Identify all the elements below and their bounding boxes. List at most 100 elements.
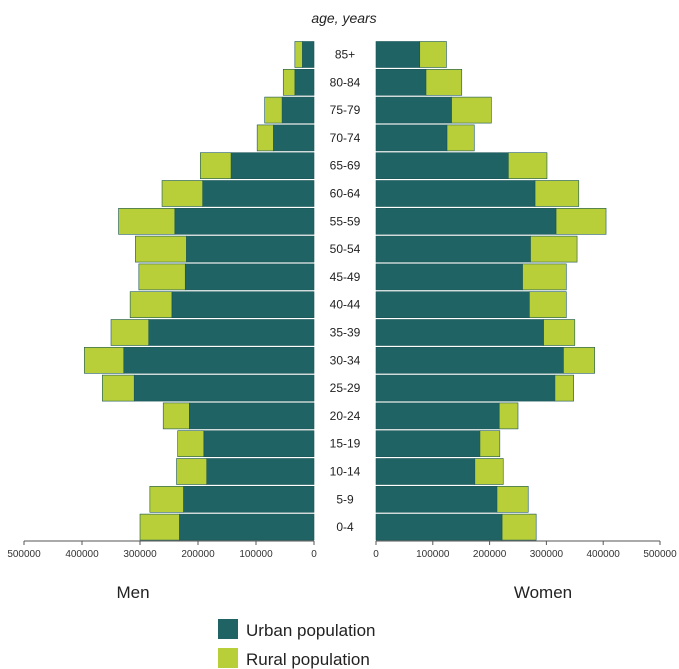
- men-label: Men: [116, 583, 149, 602]
- bar-women-rural-35-39: [543, 319, 576, 346]
- age-label-5-9: 5-9: [336, 492, 354, 506]
- age-label-15-19: 15-19: [330, 437, 361, 451]
- bar-men-urban-30-34: [123, 346, 315, 374]
- bar-women-urban-30-34: [375, 346, 564, 374]
- bar-women-rural-0-4: [501, 513, 537, 541]
- women-x-tick-label-0: 0: [373, 549, 379, 560]
- women-x-tick-label-5: 500000: [643, 549, 677, 560]
- bar-men-urban-0-4: [179, 513, 315, 541]
- women-x-tick-label-3: 300000: [530, 549, 564, 560]
- bar-women-urban-80-84: [375, 69, 427, 96]
- women-label: Women: [514, 583, 572, 602]
- bar-men-rural-25-29: [102, 374, 135, 402]
- bar-women-rural-10-14: [474, 458, 504, 485]
- age-label-10-14: 10-14: [330, 465, 361, 479]
- age-label-0-4: 0-4: [336, 520, 354, 534]
- bar-women-rural-40-44: [529, 291, 567, 319]
- bar-women-urban-5-9: [375, 485, 498, 513]
- bar-women-urban-75-79: [375, 96, 452, 124]
- bar-men-rural-0-4: [139, 513, 180, 541]
- men-x-tick-label-3: 200000: [181, 549, 215, 560]
- bar-women-urban-10-14: [375, 458, 476, 485]
- age-label-30-34: 30-34: [330, 353, 361, 367]
- age-label-45-49: 45-49: [330, 270, 361, 284]
- bar-men-rural-20-24: [162, 402, 190, 430]
- women-x-ticks-group: 0 100000 200000 300000 400000 500000: [373, 541, 677, 560]
- legend-label-rural: Rural population: [246, 650, 370, 669]
- bar-women-urban-35-39: [375, 319, 544, 346]
- bar-women-rural-70-74: [446, 124, 475, 152]
- bar-men-rural-5-9: [149, 485, 184, 513]
- bar-women-urban-55-59: [375, 208, 557, 235]
- age-label-20-24: 20-24: [330, 409, 361, 423]
- bar-men-urban-15-19: [203, 430, 315, 458]
- bar-men-urban-20-24: [189, 402, 315, 430]
- bar-men-urban-85plus: [302, 41, 315, 68]
- bar-women-rural-80-84: [425, 69, 463, 96]
- bar-men-rural-30-34: [84, 346, 125, 374]
- bar-men-rural-50-54: [135, 235, 187, 263]
- legend-swatch-urban: [218, 619, 238, 639]
- age-label-65-69: 65-69: [330, 159, 361, 173]
- age-label-25-29: 25-29: [330, 381, 361, 395]
- bar-women-urban-60-64: [375, 180, 536, 207]
- men-x-ticks-group: 500000 400000 300000 200000 100000 0: [7, 541, 317, 560]
- men-x-tick-label-2: 300000: [123, 549, 157, 560]
- bar-men-rural-35-39: [110, 319, 150, 346]
- bar-women-rural-25-29: [554, 374, 574, 402]
- bar-men-urban-55-59: [174, 208, 315, 235]
- bar-men-rural-40-44: [129, 291, 173, 319]
- bar-men-urban-45-49: [184, 263, 315, 291]
- bar-women-urban-85plus: [375, 41, 421, 68]
- women-x-tick-label-2: 200000: [473, 549, 507, 560]
- bar-women-rural-85plus: [419, 41, 447, 68]
- bar-women-rural-5-9: [496, 485, 529, 513]
- bar-women-rural-20-24: [498, 402, 519, 430]
- age-label-70-74: 70-74: [330, 131, 361, 145]
- bar-men-urban-40-44: [171, 291, 315, 319]
- bar-men-rural-85plus: [294, 41, 303, 68]
- bar-women-urban-0-4: [375, 513, 503, 541]
- bar-men-urban-60-64: [202, 180, 315, 207]
- bar-men-rural-60-64: [161, 180, 203, 207]
- age-label-40-44: 40-44: [330, 298, 361, 312]
- legend: Urban population Rural population: [218, 619, 375, 669]
- bar-women-urban-20-24: [375, 402, 500, 430]
- men-x-tick-label-0: 500000: [7, 549, 41, 560]
- bar-women-rural-75-79: [451, 96, 492, 124]
- chart-title: age, years: [311, 10, 376, 26]
- men-x-tick-label-4: 100000: [239, 549, 273, 560]
- bar-men-urban-25-29: [133, 374, 315, 402]
- bar-women-urban-45-49: [375, 263, 523, 291]
- legend-label-urban: Urban population: [246, 621, 375, 640]
- bar-men-rural-15-19: [177, 430, 205, 458]
- bar-men-urban-5-9: [183, 485, 315, 513]
- bar-women-rural-65-69: [508, 152, 548, 179]
- bar-women-rural-45-49: [522, 263, 567, 291]
- men-bars-group: [84, 41, 315, 541]
- bar-men-rural-45-49: [138, 263, 186, 291]
- bar-men-urban-70-74: [273, 124, 315, 152]
- bar-men-urban-75-79: [281, 96, 315, 124]
- bar-men-urban-65-69: [230, 152, 315, 179]
- bar-men-rural-75-79: [264, 96, 283, 124]
- bar-women-rural-55-59: [555, 208, 607, 235]
- age-label-55-59: 55-59: [330, 214, 361, 228]
- bar-men-rural-10-14: [176, 458, 207, 485]
- women-x-tick-label-4: 400000: [587, 549, 621, 560]
- bar-women-urban-15-19: [375, 430, 481, 458]
- bar-men-urban-80-84: [294, 69, 315, 96]
- bar-women-rural-60-64: [534, 180, 580, 207]
- bar-men-rural-80-84: [282, 69, 296, 96]
- bar-men-rural-65-69: [200, 152, 232, 179]
- bar-women-rural-30-34: [563, 346, 595, 374]
- women-bars-group: [375, 41, 607, 541]
- bar-women-rural-15-19: [479, 430, 501, 458]
- age-label-50-54: 50-54: [330, 242, 361, 256]
- legend-swatch-rural: [218, 648, 238, 668]
- bar-women-urban-50-54: [375, 235, 531, 263]
- bar-men-urban-35-39: [148, 319, 315, 346]
- bar-men-urban-10-14: [206, 458, 315, 485]
